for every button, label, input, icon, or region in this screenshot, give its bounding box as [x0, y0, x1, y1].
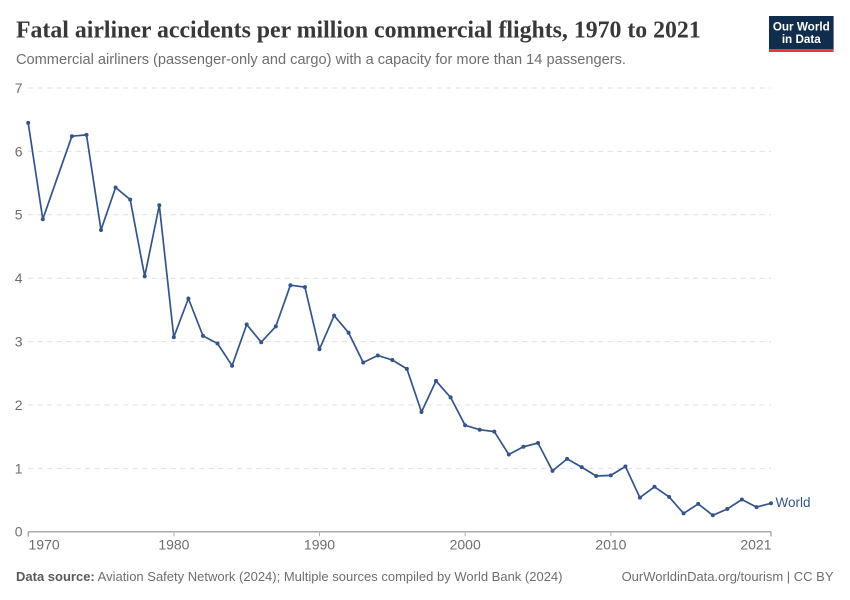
svg-text:2000: 2000: [450, 537, 481, 553]
svg-text:5: 5: [15, 207, 23, 223]
svg-text:1970: 1970: [29, 537, 60, 553]
svg-text:7: 7: [15, 80, 23, 96]
svg-text:0: 0: [15, 524, 23, 540]
svg-text:2010: 2010: [595, 537, 626, 553]
svg-text:1: 1: [15, 460, 23, 476]
svg-text:Our World: Our World: [773, 21, 830, 34]
svg-text:1990: 1990: [304, 537, 335, 553]
svg-text:Fatal airliner accidents per m: Fatal airliner accidents per million com…: [16, 18, 701, 44]
svg-text:3: 3: [15, 334, 23, 350]
svg-text:2021: 2021: [740, 537, 771, 553]
svg-text:6: 6: [15, 143, 23, 159]
svg-text:in Data: in Data: [782, 33, 821, 46]
svg-text:4: 4: [15, 270, 23, 286]
svg-text:OurWorldinData.org/tourism | C: OurWorldinData.org/tourism | CC BY: [622, 569, 834, 584]
svg-text:Data source: Aviation Safety N: Data source: Aviation Safety Network (20…: [16, 569, 563, 584]
svg-text:2: 2: [15, 397, 23, 413]
svg-text:Commercial airliners (passenge: Commercial airliners (passenger-only and…: [16, 52, 626, 68]
svg-text:1980: 1980: [158, 537, 189, 553]
svg-text:World: World: [776, 495, 811, 510]
